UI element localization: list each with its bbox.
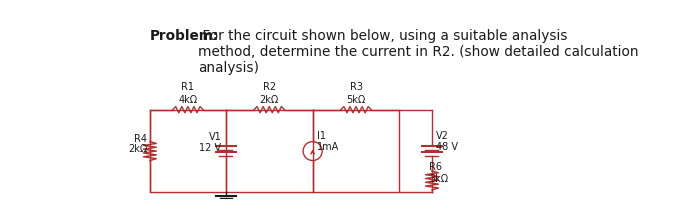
Text: R6: R6 <box>429 162 442 172</box>
Text: R2: R2 <box>262 82 276 93</box>
Bar <box>150 110 400 192</box>
Text: R3: R3 <box>349 82 363 93</box>
Text: 1mA: 1mA <box>317 142 340 152</box>
Text: 2kΩ: 2kΩ <box>128 144 147 154</box>
Text: V1: V1 <box>209 132 221 142</box>
Text: 2kΩ: 2kΩ <box>260 95 279 105</box>
Text: For the circuit shown below, using a suitable analysis
method, determine the cur: For the circuit shown below, using a sui… <box>197 29 638 75</box>
Text: R4: R4 <box>134 134 147 144</box>
Text: I1: I1 <box>317 131 326 140</box>
Text: 4kΩ: 4kΩ <box>178 95 197 105</box>
Text: 5kΩ: 5kΩ <box>346 95 365 105</box>
Text: R1: R1 <box>181 82 195 93</box>
Text: 48 V: 48 V <box>436 142 459 152</box>
Text: 3kΩ: 3kΩ <box>429 174 449 184</box>
Text: V2: V2 <box>436 131 449 140</box>
Text: Problem:: Problem: <box>150 29 219 43</box>
Text: 12 V: 12 V <box>199 144 221 153</box>
